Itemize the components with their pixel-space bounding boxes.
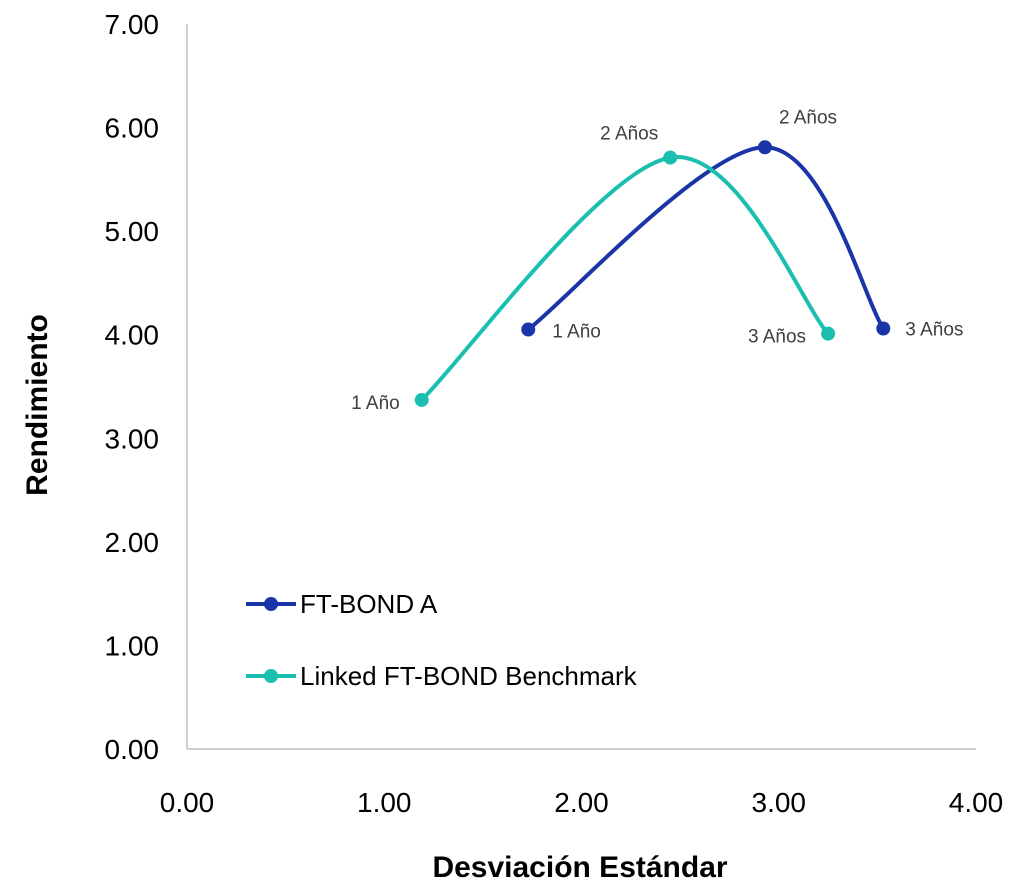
y-tick-label: 4.00 — [105, 320, 160, 351]
y-tick-label: 2.00 — [105, 527, 160, 558]
y-tick-label: 5.00 — [105, 216, 160, 247]
data-label: 1 Año — [552, 322, 601, 343]
legend-marker — [264, 669, 278, 683]
legend: FT-BOND A Linked FT-BOND Benchmark — [246, 589, 638, 691]
y-tick-label: 6.00 — [105, 113, 160, 144]
y-tick-label: 1.00 — [105, 630, 160, 661]
data-point — [521, 322, 536, 337]
x-tick-label: 1.00 — [357, 787, 412, 818]
x-tick-label: 2.00 — [554, 787, 609, 818]
legend-label: Linked FT-BOND Benchmark — [300, 661, 638, 691]
series-line — [526, 145, 886, 332]
legend-label: FT-BOND A — [300, 589, 438, 619]
y-tick-label: 7.00 — [105, 9, 160, 40]
data-label: 2 Años — [600, 124, 658, 145]
legend-item: FT-BOND A — [246, 589, 438, 619]
series-layer: 1 Año 2 Años 3 Años 1 Año 2 Años 3 Años — [351, 107, 963, 414]
data-label: 3 Años — [748, 327, 806, 348]
data-point — [821, 326, 836, 341]
axes — [186, 24, 976, 750]
x-axis-title: Desviación Estándar — [432, 851, 727, 884]
data-point — [663, 150, 678, 165]
y-tick-label: 0.00 — [105, 734, 160, 765]
data-label: 2 Años — [779, 107, 837, 128]
legend-item: Linked FT-BOND Benchmark — [246, 661, 638, 691]
data-label: 1 Año — [351, 393, 400, 414]
y-tick-label: 3.00 — [105, 423, 160, 454]
data-point — [876, 321, 891, 336]
legend-marker — [264, 597, 278, 611]
y-axis-title: Rendimiento — [21, 314, 54, 496]
y-tick-labels: 0.00 1.00 2.00 3.00 4.00 5.00 6.00 7.00 — [105, 9, 160, 765]
data-point — [414, 392, 429, 407]
series-2: 1 Año 2 Años 3 Años — [351, 124, 836, 414]
x-tick-label: 3.00 — [752, 787, 807, 818]
x-tick-label: 4.00 — [949, 787, 1004, 818]
series-1: 1 Año 2 Años 3 Años — [521, 107, 963, 343]
x-tick-label: 0.00 — [160, 787, 215, 818]
data-point — [757, 140, 772, 155]
series-line — [419, 155, 831, 402]
data-label: 3 Años — [905, 320, 963, 341]
x-tick-labels: 0.00 1.00 2.00 3.00 4.00 — [160, 787, 1004, 818]
